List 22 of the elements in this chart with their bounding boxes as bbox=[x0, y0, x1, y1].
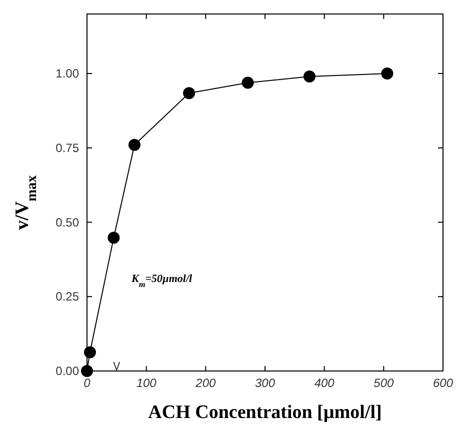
y-tick-label: 0.25 bbox=[56, 290, 80, 304]
point bbox=[128, 138, 140, 151]
annotation: K$_{m}$=50µmol/l bbox=[130, 272, 194, 288]
x-tick-label: 0 bbox=[84, 376, 91, 390]
point bbox=[81, 365, 93, 377]
x-tick-label: 200 bbox=[194, 376, 216, 390]
point bbox=[242, 76, 254, 89]
point bbox=[84, 346, 96, 358]
x-tick-label: 600 bbox=[432, 376, 454, 390]
point bbox=[183, 87, 196, 100]
x-tick-label: 500 bbox=[374, 376, 394, 390]
x-tick-label: 300 bbox=[254, 376, 276, 390]
x-tick-label: 400 bbox=[314, 376, 335, 390]
y-tick-label: 0.00 bbox=[56, 364, 80, 378]
x-axis-title: ACH Concentration [µmol/l] bbox=[148, 402, 382, 423]
x-tick-label: 100 bbox=[136, 376, 157, 390]
point bbox=[108, 232, 120, 244]
y-tick-label: 0.75 bbox=[56, 140, 80, 155]
point bbox=[304, 70, 316, 82]
point bbox=[381, 68, 394, 80]
y-tick-label: 1.00 bbox=[56, 66, 80, 80]
y-tick-label: 0.50 bbox=[56, 215, 80, 230]
